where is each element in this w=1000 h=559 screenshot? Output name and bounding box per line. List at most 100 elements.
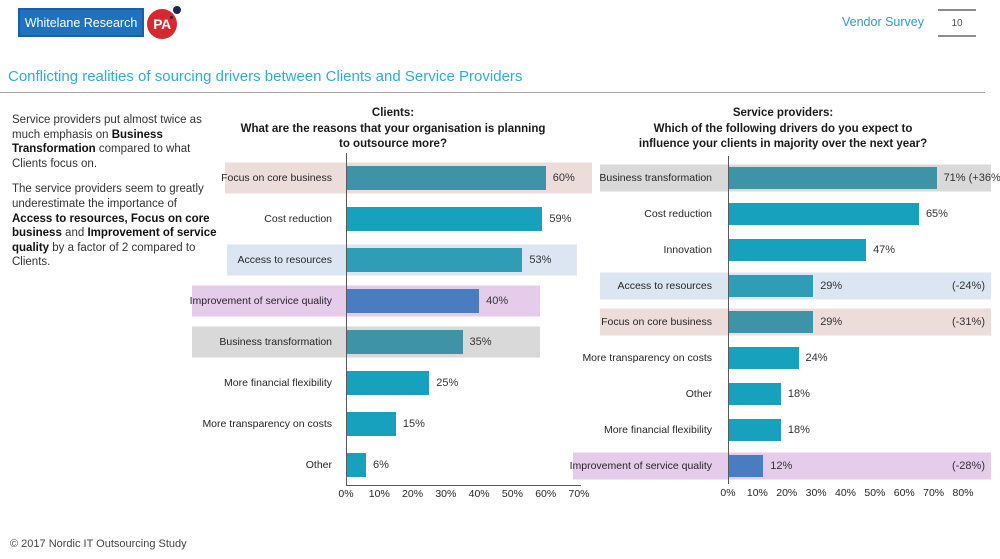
clients-chart-title: Clients: What are the reasons that your o… bbox=[240, 107, 546, 151]
x-axis-tick-label: 60% bbox=[535, 488, 557, 500]
row-bar bbox=[346, 288, 480, 313]
row-value: 12% bbox=[770, 460, 793, 472]
x-axis-ticks: 0% 10% 20% 30% 40% 50% 60% 70% bbox=[190, 488, 596, 502]
row-bar bbox=[728, 167, 937, 189]
row-label: More transparency on costs bbox=[582, 352, 712, 364]
chart-row: Business transformation 71% (+36%) bbox=[573, 160, 1000, 196]
pa-logo-circle: PA bbox=[147, 9, 177, 39]
x-axis-tick-label: 80% bbox=[952, 487, 974, 499]
row-value: 71% (+36%) bbox=[943, 172, 1000, 184]
commentary-text: Service providers put almost twice as mu… bbox=[12, 114, 202, 141]
x-axis-tick-label: 0% bbox=[720, 487, 736, 499]
commentary-panel: Service providers put almost twice as mu… bbox=[12, 113, 218, 281]
chart-row: More financial flexibility 18% bbox=[573, 412, 993, 448]
row-bar bbox=[728, 203, 919, 225]
row-value: 35% bbox=[469, 335, 492, 348]
row-value: 18% bbox=[787, 388, 810, 400]
commentary-bold-text: Improvement of service quality bbox=[12, 227, 217, 254]
row-bar bbox=[728, 419, 781, 441]
row-bar bbox=[728, 275, 814, 297]
row-value: 40% bbox=[486, 294, 509, 307]
row-label: Business transformation bbox=[599, 172, 712, 184]
commentary-text: and bbox=[61, 227, 88, 240]
row-label: Improvement of service quality bbox=[189, 294, 332, 307]
commentary-text: by a factor of 2 compared to Clients. bbox=[12, 241, 196, 269]
y-axis-line bbox=[728, 156, 729, 484]
x-axis-tick-label: 70% bbox=[568, 488, 590, 500]
copyright-footer: © 2017 Nordic IT Outsourcing Study bbox=[10, 538, 187, 550]
row-bar bbox=[728, 383, 781, 405]
row-bar bbox=[346, 329, 463, 354]
row-bar bbox=[346, 206, 543, 231]
chart-row: Innovation 47% bbox=[573, 232, 993, 268]
service-providers-chart-title: Service providers: Which of the following… bbox=[638, 107, 928, 151]
x-axis-tick-label: 20% bbox=[402, 488, 424, 500]
whitelane-research-logo: Whitelane Research bbox=[18, 8, 144, 37]
row-bar bbox=[346, 165, 546, 190]
row-value: 24% bbox=[805, 352, 828, 364]
row-delta: (-24%) bbox=[951, 280, 985, 292]
row-label: More financial flexibility bbox=[604, 424, 712, 436]
x-axis-tick-label: 40% bbox=[468, 488, 490, 500]
row-label: Focus on core business bbox=[221, 171, 332, 184]
chart-row: Focus on core business 60% bbox=[190, 157, 596, 198]
y-axis-line bbox=[346, 153, 347, 485]
row-value: 6% bbox=[372, 458, 389, 471]
row-bar bbox=[346, 247, 523, 272]
row-value: 29% bbox=[820, 280, 843, 292]
pa-logo-dot-icon bbox=[173, 6, 181, 14]
service-providers-chart: Service providers: Which of the following… bbox=[569, 100, 1000, 515]
chart-row: Other 6% bbox=[190, 444, 596, 485]
chart-row: Improvement of service quality 12% (-28%) bbox=[569, 448, 993, 484]
chart-row: Cost reduction 65% bbox=[573, 196, 993, 232]
x-axis-tick-label: 30% bbox=[435, 488, 457, 500]
row-bar bbox=[728, 347, 799, 369]
row-label: Business transformation bbox=[219, 335, 332, 348]
commentary-text: compared to what Clients focus on. bbox=[12, 143, 191, 170]
row-value: 25% bbox=[436, 376, 459, 389]
row-highlight-band bbox=[573, 452, 991, 480]
row-bar bbox=[346, 370, 430, 395]
chart-row: Access to resources 53% bbox=[190, 239, 596, 280]
clients-chart-plot: Focus on core business 60% Cost reduction 5… bbox=[190, 153, 596, 500]
x-axis-tick-label: 10% bbox=[368, 488, 390, 500]
commentary-bold-text: Business Transformation bbox=[12, 128, 163, 156]
whitelane-research-logo-text: Whitelane Research bbox=[24, 15, 138, 30]
x-axis-tick-label: 30% bbox=[805, 487, 827, 499]
chart-row: More transparency on costs 15% bbox=[190, 403, 596, 444]
row-delta: (-28%) bbox=[951, 460, 985, 472]
chart-row: More transparency on costs 24% bbox=[573, 340, 993, 376]
x-axis-ticks: 0% 10% 20% 30% 40% 50% 60% 70% 80% bbox=[573, 487, 993, 501]
row-bar bbox=[346, 452, 366, 477]
x-axis-tick-label: 0% bbox=[338, 488, 354, 500]
row-label: Improvement of service quality bbox=[569, 460, 712, 472]
row-value: 65% bbox=[925, 208, 948, 220]
row-delta: (-31%) bbox=[951, 316, 985, 328]
x-axis-tick-label: 20% bbox=[776, 487, 798, 499]
service-providers-chart-plot: Business transformation 71% (+36%) Cost re… bbox=[569, 156, 1000, 499]
row-label: Cost reduction bbox=[264, 212, 332, 225]
row-label: Focus on core business bbox=[601, 316, 712, 328]
x-axis-tick-label: 10% bbox=[746, 487, 768, 499]
title-divider bbox=[0, 92, 985, 93]
chart-row: Business transformation 35% bbox=[190, 321, 596, 362]
row-bar bbox=[728, 311, 814, 333]
x-axis-tick-label: 50% bbox=[501, 488, 523, 500]
row-label: Access to resources bbox=[617, 280, 712, 292]
chart-row: Focus on core business 29% (-31%) bbox=[573, 304, 993, 340]
pa-logo-small-dot-icon bbox=[170, 16, 173, 19]
page-number-box: 10 bbox=[938, 9, 976, 37]
row-label: Other bbox=[305, 458, 332, 471]
row-label: Innovation bbox=[663, 244, 712, 256]
row-label: Access to resources bbox=[237, 253, 332, 266]
row-label: More transparency on costs bbox=[202, 417, 332, 430]
chart-row: More financial flexibility 25% bbox=[190, 362, 596, 403]
commentary-paragraph: Service providers put almost twice as mu… bbox=[12, 113, 218, 171]
chart-row: Other 18% bbox=[573, 376, 993, 412]
row-value: 15% bbox=[402, 417, 425, 430]
page-number: 10 bbox=[951, 17, 963, 29]
x-axis-tick-label: 60% bbox=[893, 487, 915, 499]
row-value: 59% bbox=[549, 212, 572, 225]
chart-row: Improvement of service quality 40% bbox=[190, 280, 596, 321]
